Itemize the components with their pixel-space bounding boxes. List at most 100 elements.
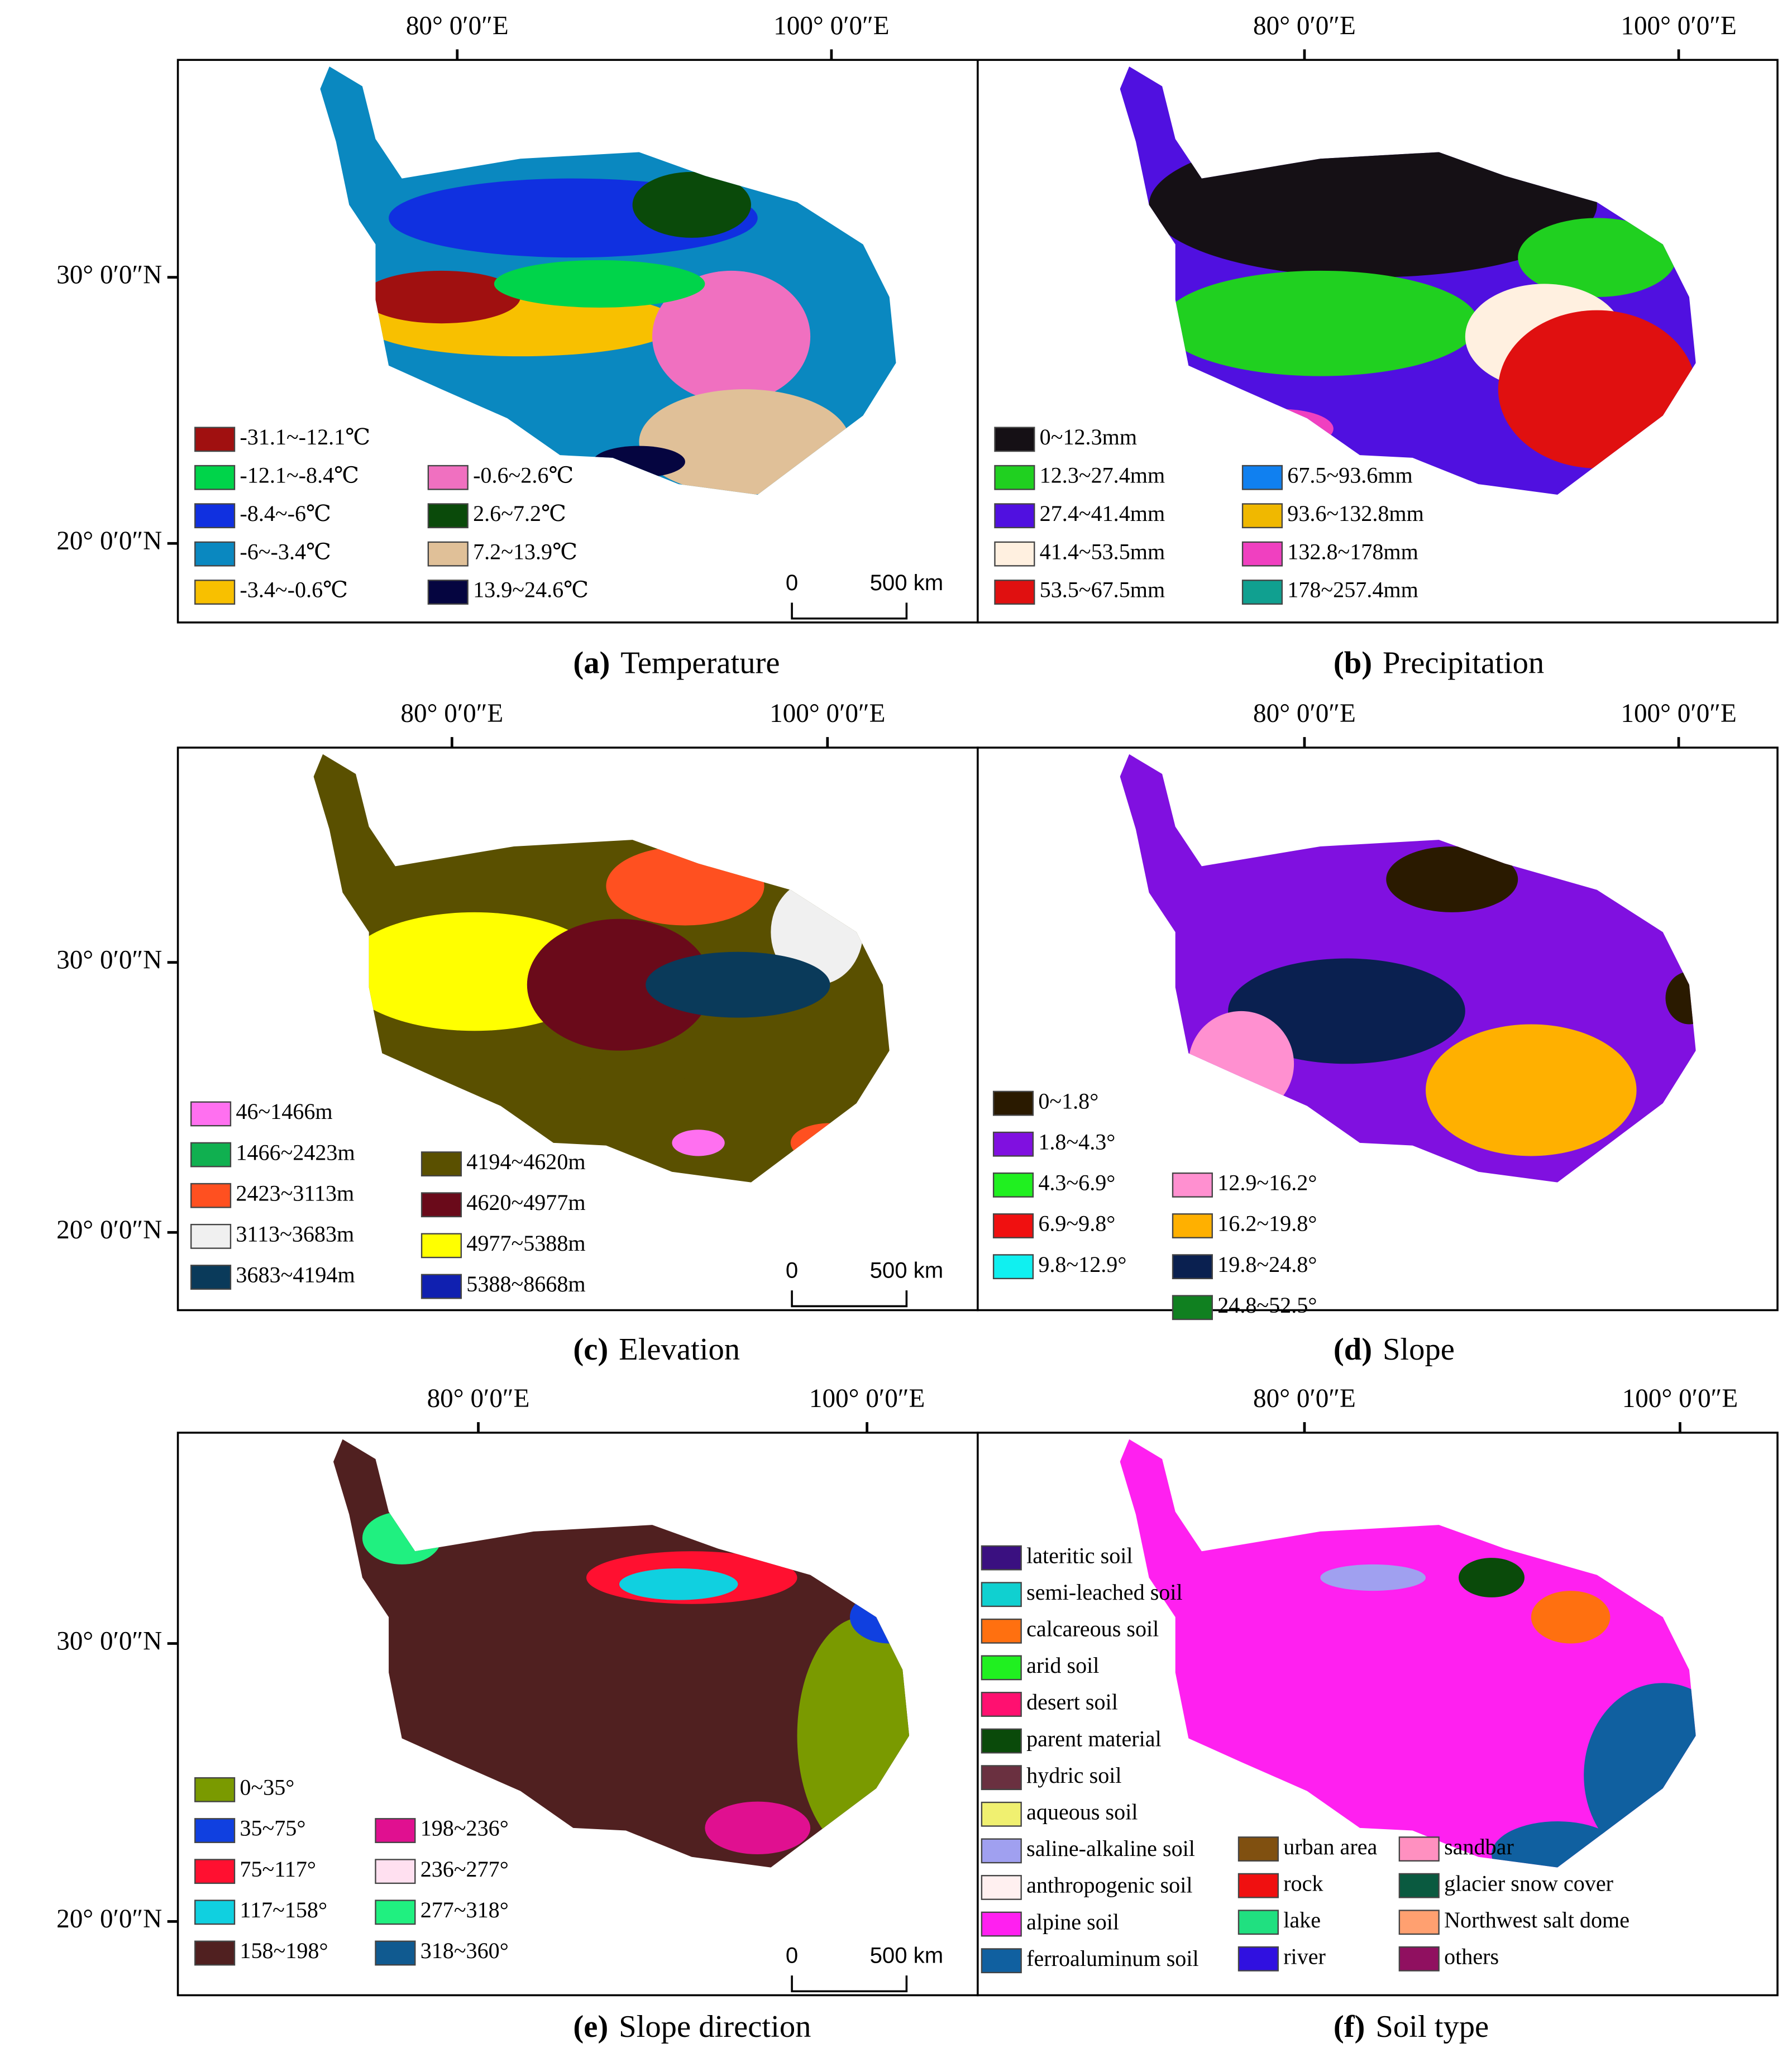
legend-label: 4620~4977m <box>466 1190 585 1215</box>
legend-swatch <box>994 503 1035 529</box>
legend-label: 16.2~19.8° <box>1217 1211 1317 1236</box>
caption: (d) Slope <box>1334 1332 1455 1367</box>
map-region <box>646 951 830 1018</box>
legend-swatch <box>190 1183 232 1208</box>
map <box>320 66 896 495</box>
legend-label: 53.5~67.5mm <box>1040 577 1165 602</box>
legend-swatch <box>981 1582 1022 1607</box>
legend-label: 2.6~7.2℃ <box>473 501 566 526</box>
scale-label: 500 km <box>870 1259 944 1283</box>
legend-swatch <box>981 1728 1022 1754</box>
caption-letter: (b) <box>1334 646 1372 681</box>
legend-swatch <box>420 1274 462 1299</box>
scale-bar <box>791 602 908 620</box>
map-region <box>1584 1683 1696 1868</box>
legend-label: 318~360° <box>420 1938 509 1963</box>
caption-letter: (d) <box>1334 1332 1372 1367</box>
panel: 80° 0′0″E 100° 0′0″E 0~1.8° 1.8~4.3° 4.3~6.9… <box>977 699 1779 1320</box>
legend-swatch <box>420 1151 462 1177</box>
legend-label: parent material <box>1026 1726 1162 1751</box>
legend-swatch <box>194 580 236 605</box>
legend-swatch <box>992 1090 1034 1116</box>
legend-label: lateritic soil <box>1026 1543 1132 1568</box>
map-region <box>1518 218 1676 298</box>
legend-label: 0~12.3mm <box>1040 424 1137 449</box>
legend-label: Northwest salt dome <box>1444 1907 1629 1932</box>
map-region <box>1665 972 1696 1025</box>
legend-label: ferroaluminum soil <box>1026 1946 1199 1971</box>
legend-label: glacier snow cover <box>1444 1870 1613 1896</box>
caption-text: Precipitation <box>1383 646 1544 681</box>
lat-label: 20° 0′0″N <box>56 527 162 556</box>
legend-label: arid soil <box>1026 1653 1099 1678</box>
legend-swatch <box>194 1818 236 1843</box>
legend-swatch <box>1241 503 1283 529</box>
map-region <box>606 846 764 926</box>
lon-label: 80° 0′0″E <box>427 1384 530 1413</box>
caption: (c) Elevation <box>573 1332 740 1367</box>
legend-label: 4.3~6.9° <box>1038 1170 1115 1195</box>
legend-label: 236~277° <box>420 1857 509 1882</box>
legend-swatch <box>420 1192 462 1218</box>
caption-letter: (c) <box>573 1332 608 1367</box>
map-region <box>705 1801 811 1855</box>
legend-label: urban area <box>1283 1834 1377 1859</box>
map-region <box>1162 270 1479 376</box>
map-region <box>797 1617 910 1855</box>
caption-letter: (a) <box>573 646 610 681</box>
caption-text: Elevation <box>619 1332 740 1367</box>
lon-label: 100° 0′0″E <box>1621 11 1736 40</box>
legend-swatch <box>981 1838 1022 1864</box>
caption-text: Temperature <box>620 646 780 681</box>
legend-swatch <box>1172 1172 1213 1198</box>
legend-swatch <box>1237 1946 1279 1972</box>
legend-swatch <box>1241 541 1283 567</box>
legend-swatch <box>194 1899 236 1925</box>
legend-swatch <box>194 503 236 529</box>
legend-swatch <box>427 503 469 529</box>
legend-label: 4194~4620m <box>466 1149 585 1174</box>
caption: (f) Soil type <box>1334 2009 1489 2044</box>
caption-text: Slope direction <box>619 2009 811 2044</box>
map-region <box>1498 310 1696 468</box>
lon-label: 80° 0′0″E <box>1253 1384 1356 1413</box>
legend-label: -6~-3.4℃ <box>240 539 331 564</box>
legend-swatch <box>190 1142 232 1168</box>
caption-text: Soil type <box>1375 2009 1489 2044</box>
legend-label: hydric soil <box>1026 1763 1121 1788</box>
legend-swatch <box>190 1265 232 1290</box>
map-frame <box>977 59 1779 624</box>
legend-swatch <box>981 1875 1022 1900</box>
map-region <box>1662 415 1696 495</box>
map-frame <box>977 747 1779 1312</box>
map-region <box>652 270 811 403</box>
legend-label: 13.9~24.6℃ <box>473 577 589 602</box>
legend-label: calcareous soil <box>1026 1616 1159 1641</box>
map-region <box>790 1123 870 1163</box>
map-region <box>1228 409 1334 449</box>
legend-label: 24.8~52.5° <box>1217 1293 1317 1318</box>
legend-label: others <box>1444 1944 1499 1969</box>
legend-swatch <box>194 541 236 567</box>
legend-swatch <box>427 465 469 490</box>
map-region <box>494 260 705 308</box>
legend-label: 75~117° <box>240 1857 316 1882</box>
lat-label: 20° 0′0″N <box>56 1216 162 1245</box>
legend-label: rock <box>1283 1870 1323 1896</box>
legend-label: aqueous soil <box>1026 1799 1138 1824</box>
scale-label: 500 km <box>870 571 944 595</box>
caption: (e) Slope direction <box>573 2009 811 2044</box>
scale-label: 500 km <box>870 1944 944 1968</box>
legend-swatch <box>194 427 236 452</box>
legend-swatch <box>1172 1295 1213 1320</box>
legend-swatch <box>375 1859 416 1884</box>
panel: 80° 0′0″E 100° 0′0″E 30° 0′0″N 20° 0′0″N 0 50… <box>56 1384 979 1997</box>
legend-swatch <box>981 1765 1022 1791</box>
legend-swatch <box>194 1859 236 1884</box>
legend-swatch <box>375 1940 416 1966</box>
map-region <box>849 1591 910 1644</box>
legend-swatch <box>981 1545 1022 1571</box>
legend-label: 27.4~41.4mm <box>1040 501 1165 526</box>
scale-bar <box>791 1975 908 1993</box>
legend-swatch <box>194 1940 236 1966</box>
